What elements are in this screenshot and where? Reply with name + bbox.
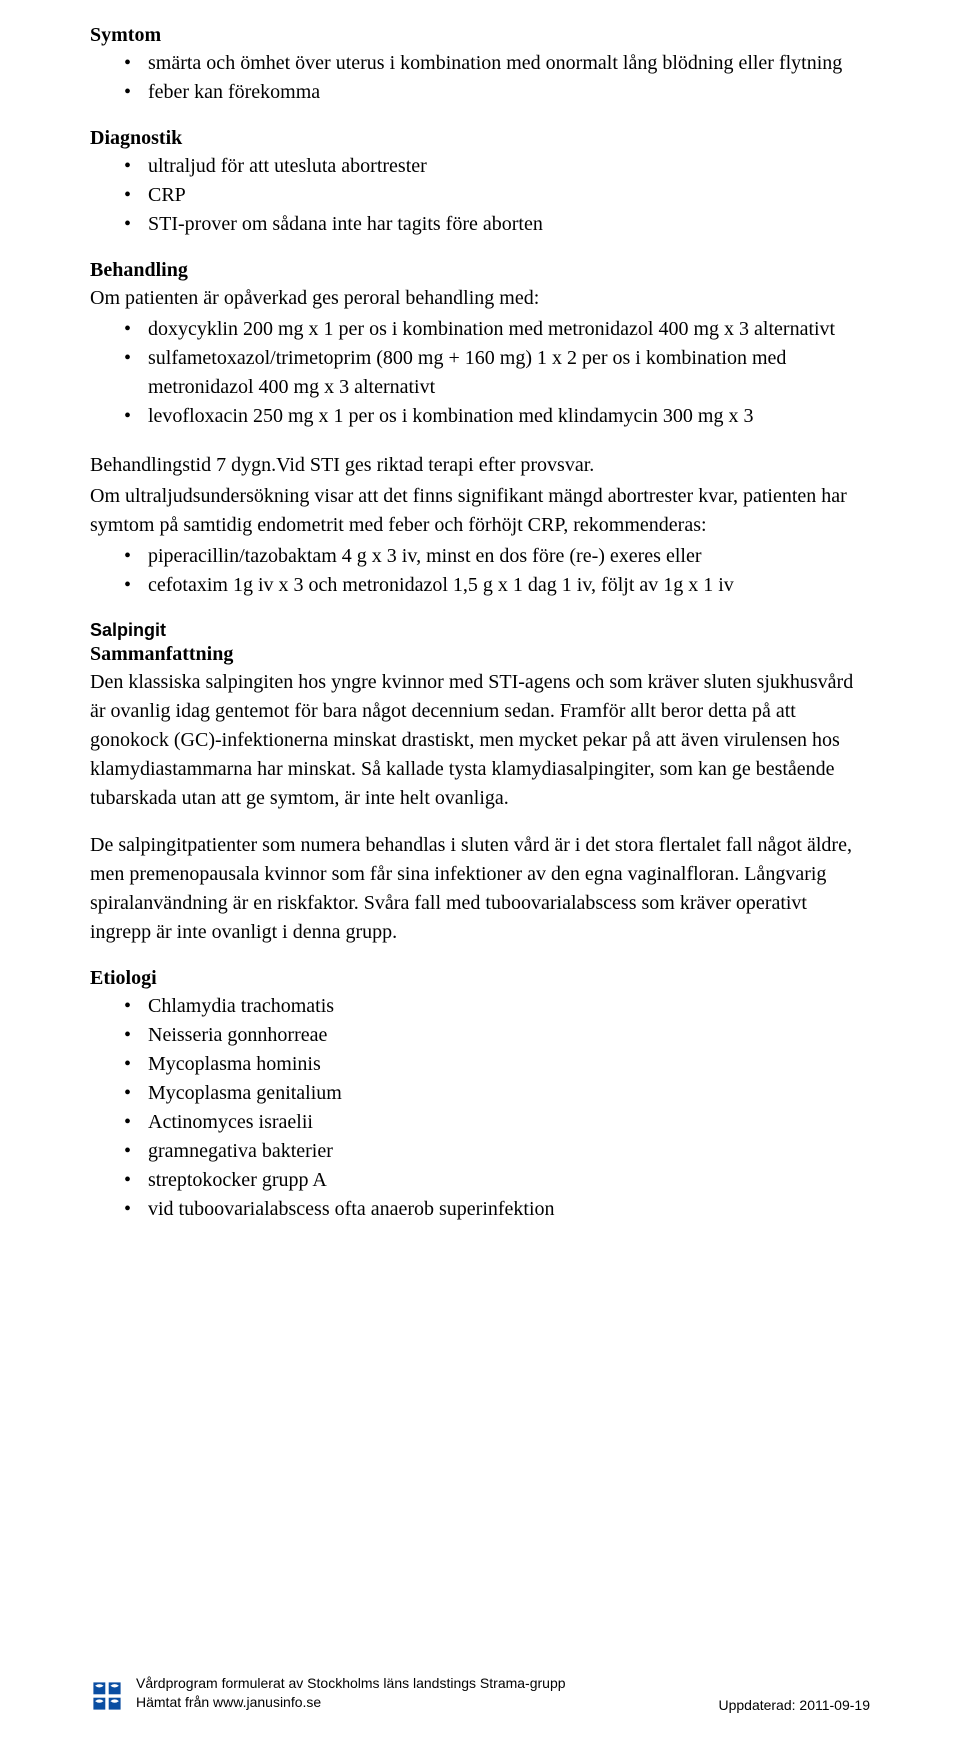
list-item: feber kan förekomma: [90, 78, 870, 107]
list-item: streptokocker grupp A: [90, 1166, 870, 1195]
paragraph: Om ultraljudsundersökning visar att det …: [90, 482, 870, 540]
list-item: smärta och ömhet över uterus i kombinati…: [90, 49, 870, 78]
list-item: Mycoplasma genitalium: [90, 1079, 870, 1108]
list-item: Chlamydia trachomatis: [90, 992, 870, 1021]
list-behandling-1: doxycyklin 200 mg x 1 per os i kombinati…: [90, 315, 870, 431]
heading-behandling: Behandling: [90, 259, 870, 282]
paragraph: Den klassiska salpingiten hos yngre kvin…: [90, 668, 870, 813]
subheading-sammanfattning: Sammanfattning: [90, 643, 870, 666]
sll-logo-icon: [90, 1679, 124, 1713]
page-footer: Vårdprogram formulerat av Stockholms län…: [90, 1674, 870, 1713]
list-item: levofloxacin 250 mg x 1 per os i kombina…: [90, 402, 870, 431]
list-item: cefotaxim 1g iv x 3 och metronidazol 1,5…: [90, 571, 870, 600]
list-item: gramnegativa bakterier: [90, 1137, 870, 1166]
list-etiologi: Chlamydia trachomatis Neisseria gonnhorr…: [90, 992, 870, 1224]
paragraph: Behandlingstid 7 dygn.Vid STI ges riktad…: [90, 451, 870, 480]
list-item: Actinomyces israelii: [90, 1108, 870, 1137]
heading-diagnostik: Diagnostik: [90, 127, 870, 150]
paragraph: Om patienten är opåverkad ges peroral be…: [90, 284, 870, 313]
list-item: Mycoplasma hominis: [90, 1050, 870, 1079]
heading-salpingit: Salpingit: [90, 620, 870, 641]
list-symtom: smärta och ömhet över uterus i kombinati…: [90, 49, 870, 107]
heading-symtom: Symtom: [90, 24, 870, 47]
heading-etiologi: Etiologi: [90, 967, 870, 990]
list-item: Neisseria gonnhorreae: [90, 1021, 870, 1050]
paragraph: De salpingitpatienter som numera behandl…: [90, 831, 870, 947]
list-item: ultraljud för att utesluta abortrester: [90, 152, 870, 181]
list-item: CRP: [90, 181, 870, 210]
list-item: STI-prover om sådana inte har tagits för…: [90, 210, 870, 239]
document-page: Symtom smärta och ömhet över uterus i ko…: [0, 0, 960, 1737]
list-diagnostik: ultraljud för att utesluta abortrester C…: [90, 152, 870, 239]
list-item: piperacillin/tazobaktam 4 g x 3 iv, mins…: [90, 542, 870, 571]
footer-line-1: Vårdprogram formulerat av Stockholms län…: [136, 1674, 566, 1694]
list-item: doxycyklin 200 mg x 1 per os i kombinati…: [90, 315, 870, 344]
footer-updated: Uppdaterad: 2011-09-19: [718, 1697, 870, 1713]
list-item: vid tuboovarialabscess ofta anaerob supe…: [90, 1195, 870, 1224]
list-behandling-2: piperacillin/tazobaktam 4 g x 3 iv, mins…: [90, 542, 870, 600]
footer-line-2: Hämtat från www.janusinfo.se: [136, 1693, 566, 1713]
list-item: sulfametoxazol/trimetoprim (800 mg + 160…: [90, 344, 870, 402]
